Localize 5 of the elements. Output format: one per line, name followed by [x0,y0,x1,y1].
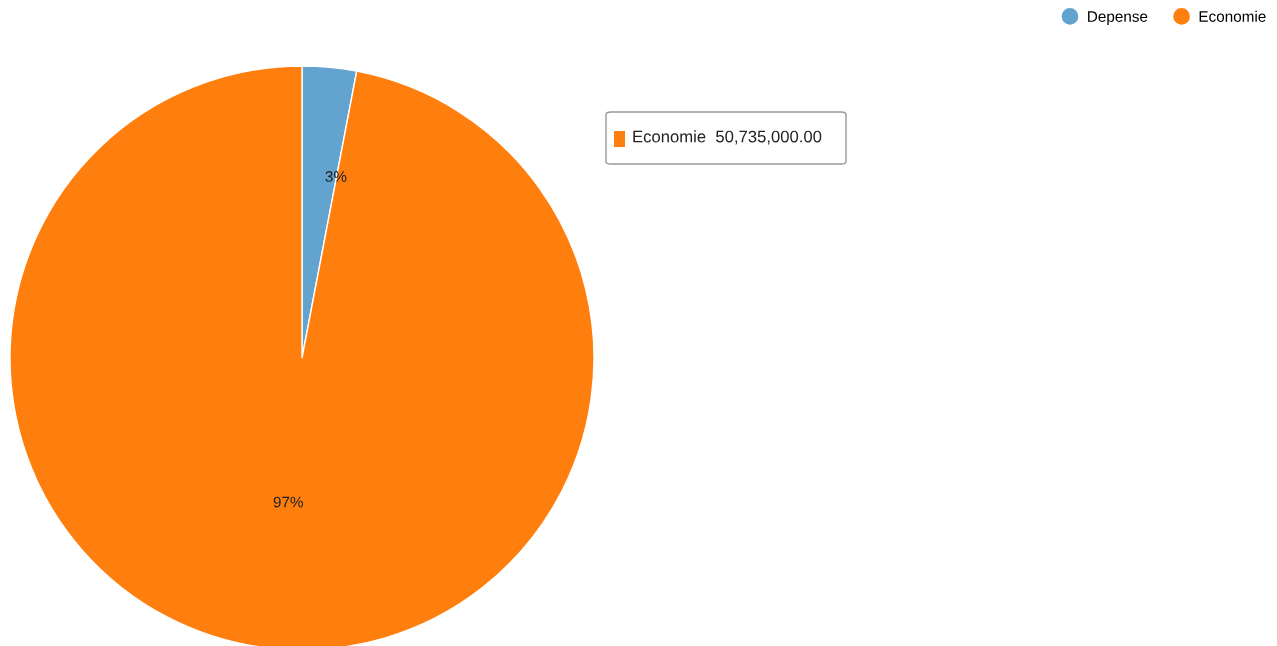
legend-label: Economie [1199,10,1266,22]
data-label: 3% [325,171,347,182]
legend-label: Depense [1088,11,1148,25]
text: Economie 50,735,000.00 [633,130,822,145]
data-label: 97% [273,496,304,508]
